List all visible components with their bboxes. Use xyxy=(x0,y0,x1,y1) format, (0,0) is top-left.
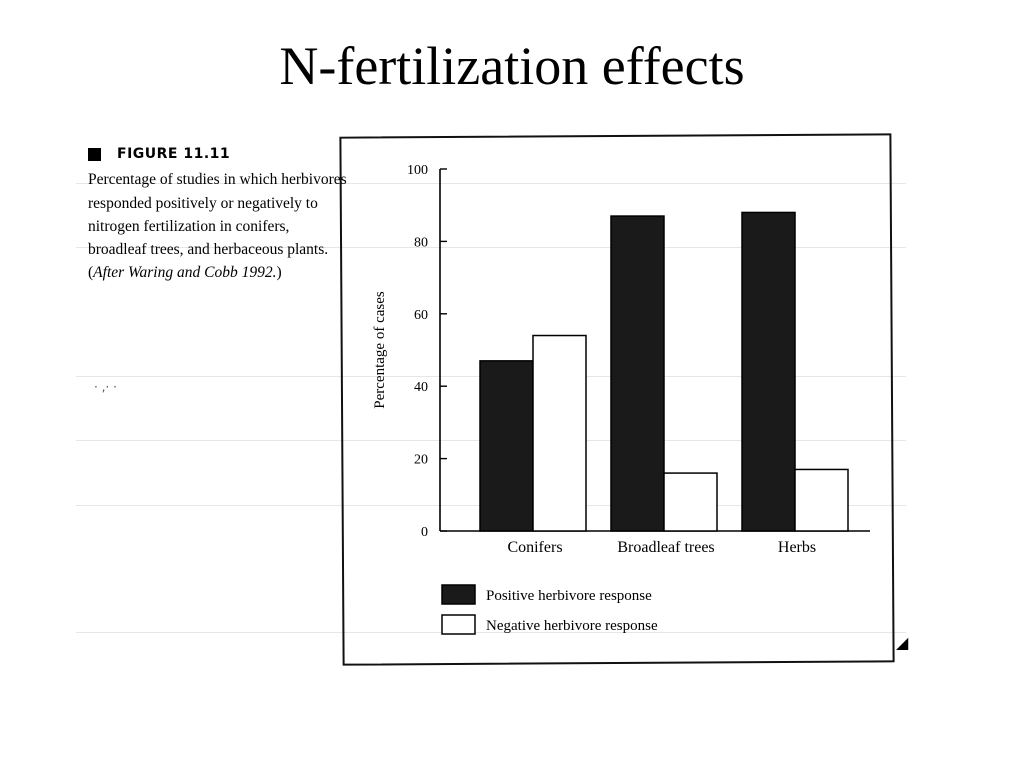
x-tick-label: Conifers xyxy=(507,539,562,556)
legend-label: Positive herbivore response xyxy=(486,588,652,604)
positive-bar xyxy=(741,211,796,532)
x-tick-label: Broadleaf trees xyxy=(617,539,714,556)
caption-citation: After Waring and Cobb 1992. xyxy=(93,264,277,282)
figure-caption: FIGURE 11.11 Percentage of studies in wh… xyxy=(88,143,350,285)
scan-specks: · ,· · xyxy=(94,380,117,394)
legend-label: Negative herbivore response xyxy=(486,618,658,634)
positive-bar xyxy=(479,360,534,532)
legend-swatch xyxy=(441,614,476,635)
figure-marker-square xyxy=(88,148,101,162)
y-tick-label: 40 xyxy=(414,380,428,395)
negative-bar xyxy=(532,334,587,532)
caption-text: Percentage of studies in which herbivore… xyxy=(88,171,347,282)
y-tick-label: 60 xyxy=(414,308,428,323)
y-tick-label: 0 xyxy=(421,525,428,540)
legend-swatch xyxy=(441,584,476,605)
figure-label: FIGURE 11.11 xyxy=(117,146,231,162)
scan-line xyxy=(76,247,906,248)
scan-line xyxy=(76,183,906,184)
positive-bar xyxy=(610,215,665,532)
caption-body: Percentage of studies in which herbivore… xyxy=(88,168,350,284)
y-tick-label: 100 xyxy=(407,163,428,178)
figure-heading: FIGURE 11.11 xyxy=(88,143,350,166)
x-tick-label: Herbs xyxy=(778,539,816,556)
slide-title: N-fertilization effects xyxy=(279,36,745,96)
negative-bar xyxy=(794,468,849,532)
y-axis-title: Percentage of cases xyxy=(372,291,388,409)
caption-closing: ) xyxy=(276,264,282,282)
y-tick-label: 20 xyxy=(414,453,428,468)
scan-corner-mark: ◢ xyxy=(896,633,909,652)
negative-bar xyxy=(663,472,718,532)
y-tick-label: 80 xyxy=(414,235,428,250)
scan-line xyxy=(76,632,906,633)
